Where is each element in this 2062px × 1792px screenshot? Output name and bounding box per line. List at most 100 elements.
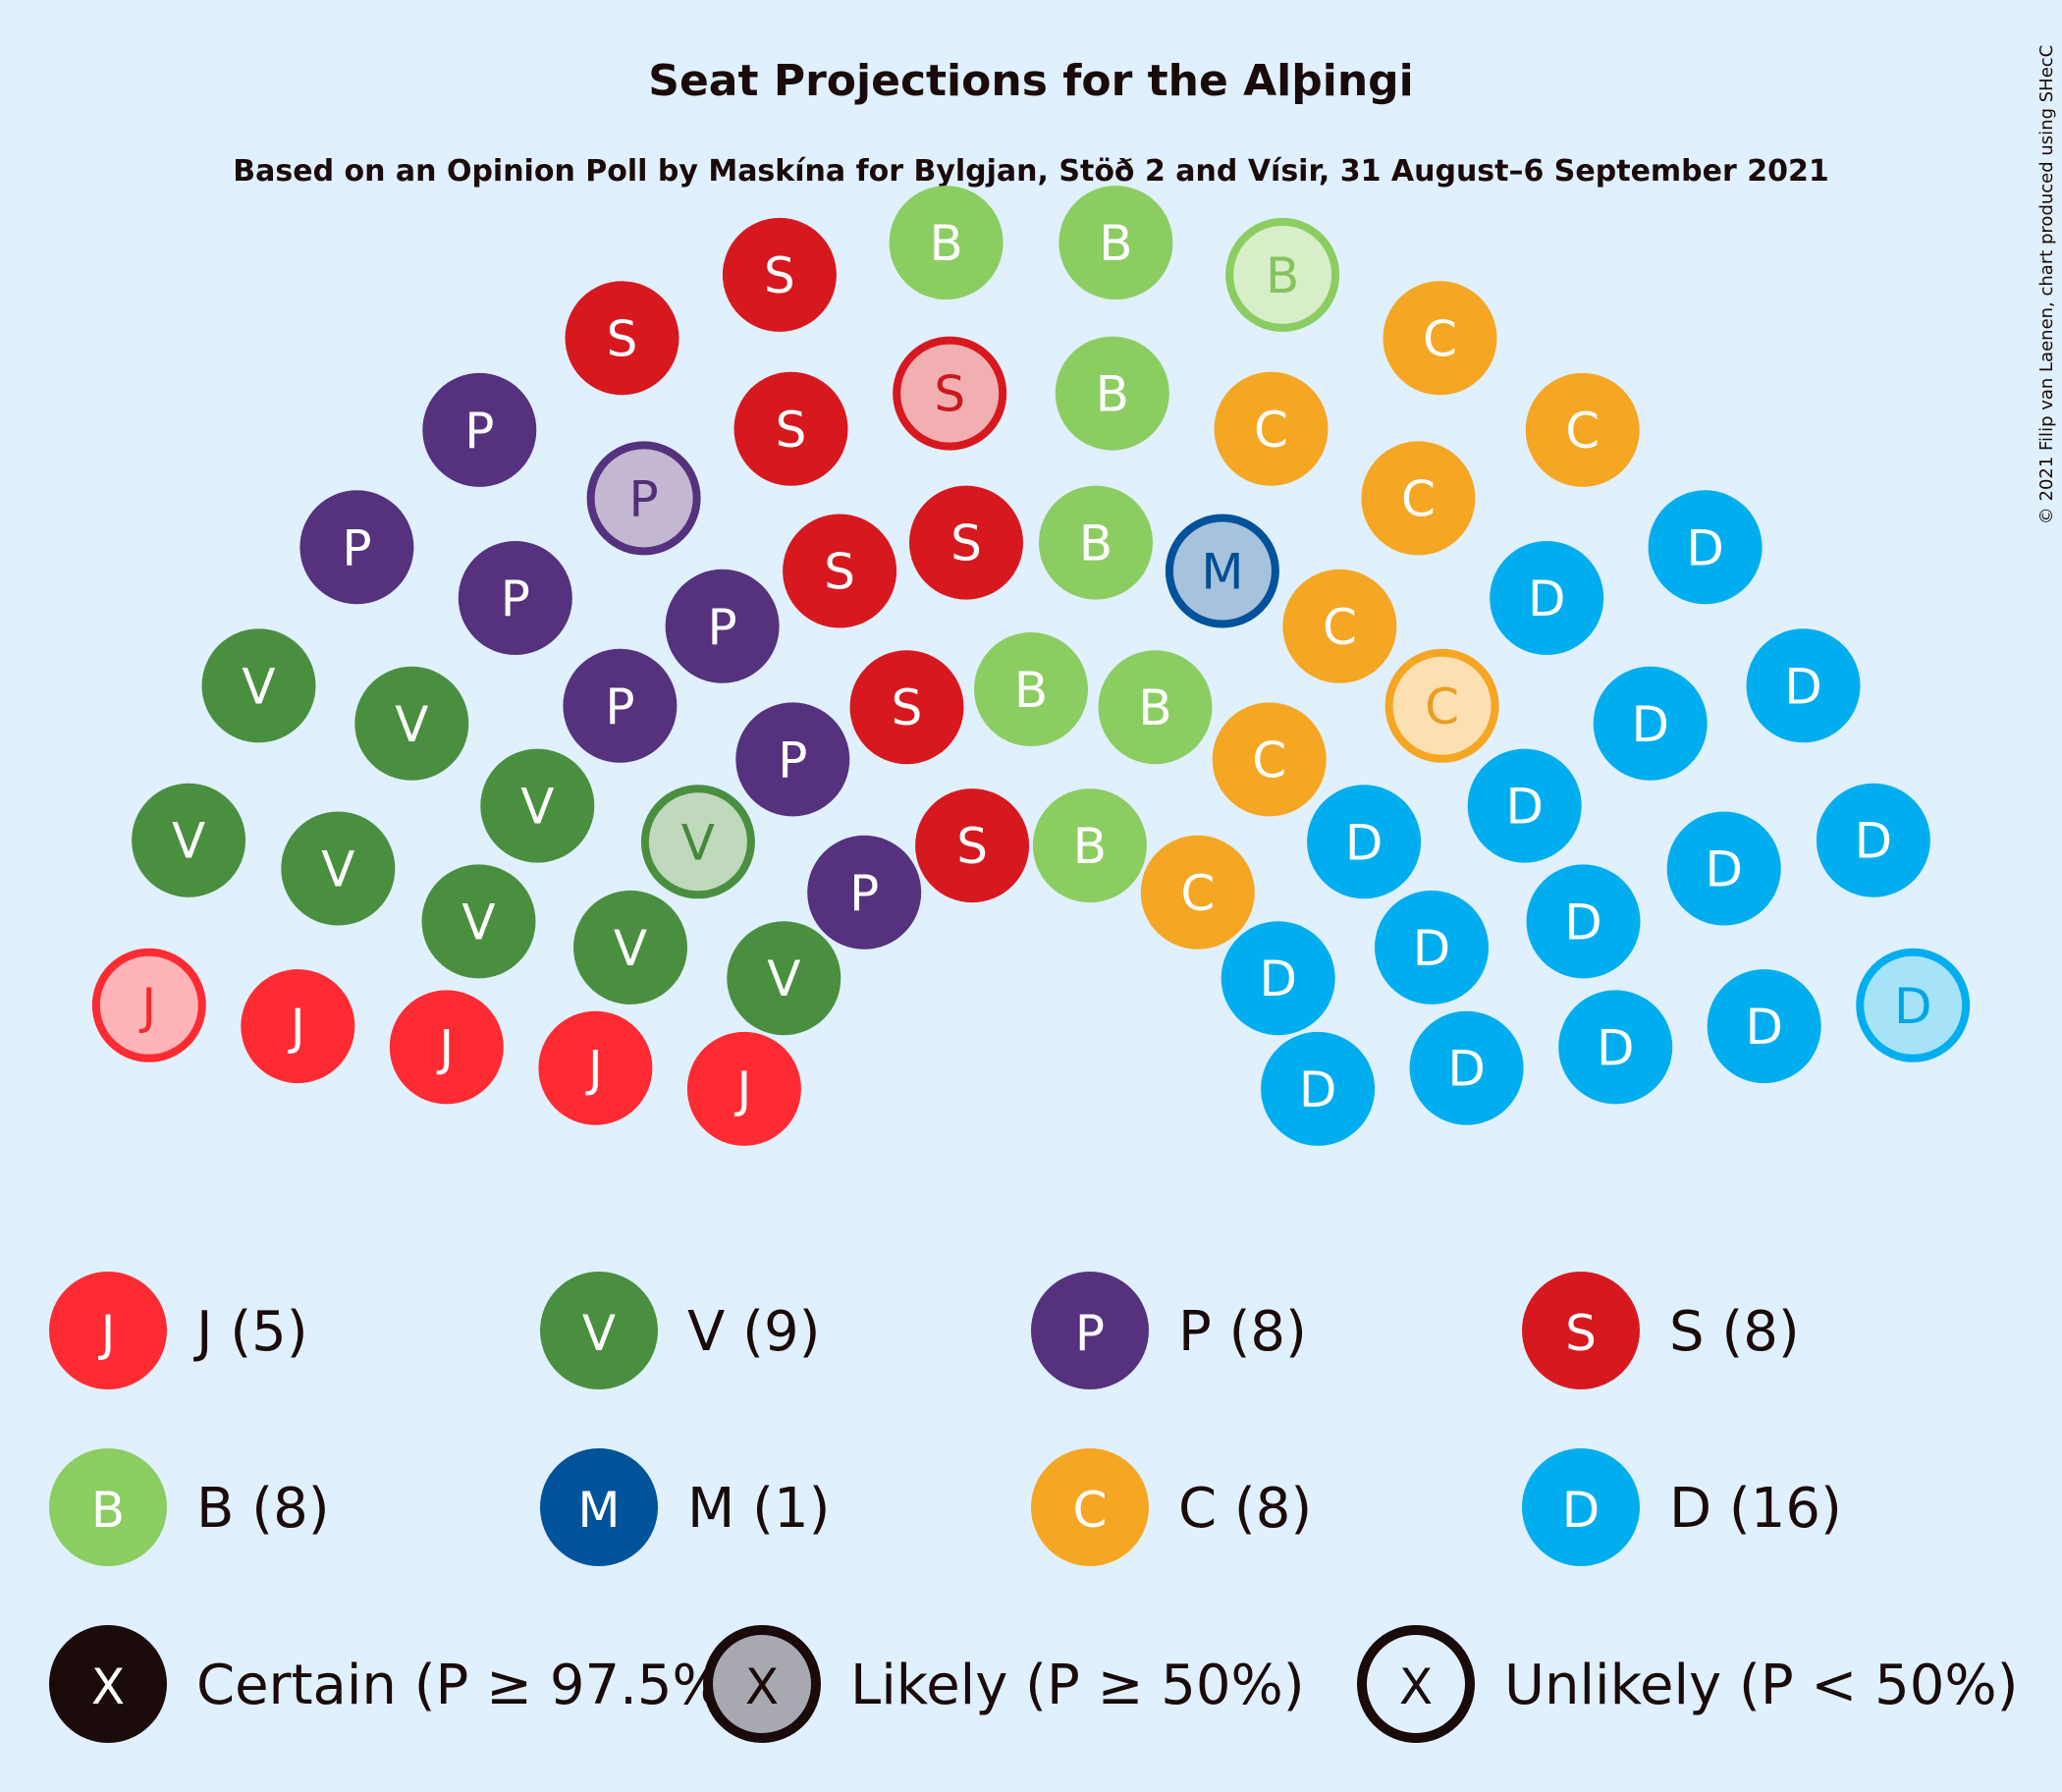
certainty-symbol: X bbox=[1399, 1658, 1433, 1715]
seat-letter: S bbox=[607, 310, 638, 367]
seat-letter: B bbox=[929, 215, 962, 272]
seat-letter: D bbox=[1259, 950, 1297, 1007]
legend-swatch-letter: P bbox=[1075, 1305, 1105, 1362]
legend-label: P (8) bbox=[1178, 1300, 1307, 1364]
seat-letter: P bbox=[778, 732, 807, 788]
seat-d: D bbox=[1593, 666, 1708, 781]
seat-c: C bbox=[1384, 648, 1499, 763]
certainty-label: Certain (P ≥ 97.5%) bbox=[196, 1654, 746, 1717]
legend-item-s: S S (8) bbox=[1522, 1272, 1800, 1389]
seat-letter: D bbox=[1345, 814, 1384, 871]
seat-hemicycle: JJJJJVVVVVVVVVPPPPPPPPSSSSSSSSBBBBBBBBMC… bbox=[91, 186, 1971, 1146]
certainty-item-certain: X Certain (P ≥ 97.5%) bbox=[49, 1625, 746, 1743]
certainty-item-likely: X Likely (P ≥ 50%) bbox=[703, 1625, 1305, 1743]
legend-label: S (8) bbox=[1669, 1300, 1800, 1364]
seat-d: D bbox=[1648, 490, 1763, 605]
seat-d: D bbox=[1221, 921, 1335, 1036]
seat-letter: S bbox=[950, 516, 982, 572]
certainty-swatch bbox=[49, 1625, 167, 1743]
seat-letter: D bbox=[1894, 978, 1932, 1035]
seat-letter: V bbox=[520, 779, 554, 836]
seat-letter: D bbox=[1413, 920, 1451, 977]
seat-p: P bbox=[422, 372, 537, 487]
seat-c: C bbox=[1140, 835, 1255, 950]
legend-swatch-letter: S bbox=[1565, 1305, 1597, 1362]
seat-letter: B bbox=[1099, 215, 1132, 272]
seat-letter: S bbox=[892, 679, 923, 736]
seat-letter: S bbox=[934, 366, 965, 423]
seat-letter: B bbox=[1079, 516, 1112, 572]
seat-c: C bbox=[1282, 569, 1397, 683]
seat-j: J bbox=[538, 1010, 653, 1125]
seat-v: V bbox=[640, 785, 755, 899]
certainty-symbol: X bbox=[91, 1658, 125, 1715]
legend-swatch bbox=[540, 1448, 658, 1566]
legend-swatch bbox=[1522, 1448, 1640, 1566]
seat-v: V bbox=[573, 890, 687, 1005]
legend-item-m: M M (1) bbox=[540, 1448, 830, 1566]
seat-letter: D bbox=[1784, 658, 1822, 715]
seat-d: D bbox=[1375, 890, 1489, 1005]
seat-p: P bbox=[458, 541, 572, 655]
seat-letter: D bbox=[1705, 842, 1743, 898]
certainty-item-unlikely: X Unlikely (P < 50%) bbox=[1357, 1625, 2018, 1743]
seat-j: J bbox=[241, 969, 355, 1084]
seat-s: S bbox=[915, 788, 1030, 903]
seat-letter: V bbox=[614, 920, 647, 977]
chart-subtitle: Based on an Opinion Poll by Maskína for … bbox=[233, 154, 1829, 189]
seat-letter: J bbox=[436, 1019, 454, 1076]
seat-letter: M bbox=[1201, 544, 1243, 601]
seat-letter: D bbox=[1299, 1061, 1337, 1118]
seat-s: S bbox=[909, 485, 1023, 600]
seat-s: S bbox=[893, 336, 1007, 451]
seat-letter: D bbox=[1447, 1041, 1486, 1098]
seat-letter: B bbox=[1096, 366, 1129, 423]
seat-d: D bbox=[1746, 628, 1861, 743]
seat-letter: V bbox=[172, 813, 205, 870]
seat-letter: V bbox=[461, 894, 495, 950]
certainty-swatch bbox=[703, 1625, 821, 1743]
seat-letter: J bbox=[288, 999, 305, 1056]
seat-letter: J bbox=[734, 1061, 752, 1118]
seat-d: D bbox=[1490, 541, 1604, 655]
copyright-note: © 2021 Filip van Laenen, chart produced … bbox=[2036, 45, 2057, 524]
seat-letter: S bbox=[764, 247, 795, 304]
seat-letter: J bbox=[585, 1041, 603, 1098]
seat-letter: P bbox=[849, 865, 879, 922]
seat-letter: D bbox=[1686, 519, 1724, 576]
legend-swatch bbox=[49, 1448, 167, 1566]
seat-letter: B bbox=[1266, 247, 1299, 304]
seat-letter: C bbox=[1565, 403, 1600, 460]
seat-letter: B bbox=[1014, 662, 1048, 719]
seat-c: C bbox=[1361, 441, 1476, 556]
seat-m: M bbox=[1165, 514, 1279, 628]
legend-item-c: C C (8) bbox=[1031, 1448, 1312, 1566]
seat-j: J bbox=[389, 990, 504, 1105]
seat-j: J bbox=[686, 1031, 801, 1146]
seat-letter: B bbox=[1073, 818, 1107, 875]
seat-v: V bbox=[201, 628, 316, 743]
seat-c: C bbox=[1383, 281, 1497, 396]
seat-b: B bbox=[1058, 186, 1173, 300]
party-legend: J J (5) V V (9) P P (8) S S (8) B B (8) M M (1) C C (… bbox=[49, 1272, 1842, 1566]
legend-swatch bbox=[1522, 1272, 1640, 1389]
seat-letter: V bbox=[321, 842, 354, 898]
seat-letter: C bbox=[1252, 732, 1286, 788]
seat-v: V bbox=[132, 783, 246, 897]
seat-b: B bbox=[1055, 336, 1169, 451]
seat-v: V bbox=[480, 748, 595, 863]
seat-letter: D bbox=[1631, 696, 1669, 753]
legend-swatch bbox=[540, 1272, 658, 1389]
certainty-label: Unlikely (P < 50%) bbox=[1504, 1654, 2018, 1717]
seat-letter: V bbox=[242, 658, 275, 715]
seat-d: D bbox=[1856, 948, 1971, 1062]
seat-j: J bbox=[91, 948, 206, 1062]
seat-letter: D bbox=[1528, 570, 1566, 627]
seat-s: S bbox=[849, 650, 964, 765]
seat-p: P bbox=[563, 648, 678, 763]
seat-v: V bbox=[354, 666, 469, 781]
chart-title: Seat Projections for the Alþingi bbox=[648, 56, 1413, 106]
seat-v: V bbox=[421, 864, 536, 979]
seat-c: C bbox=[1214, 371, 1329, 486]
